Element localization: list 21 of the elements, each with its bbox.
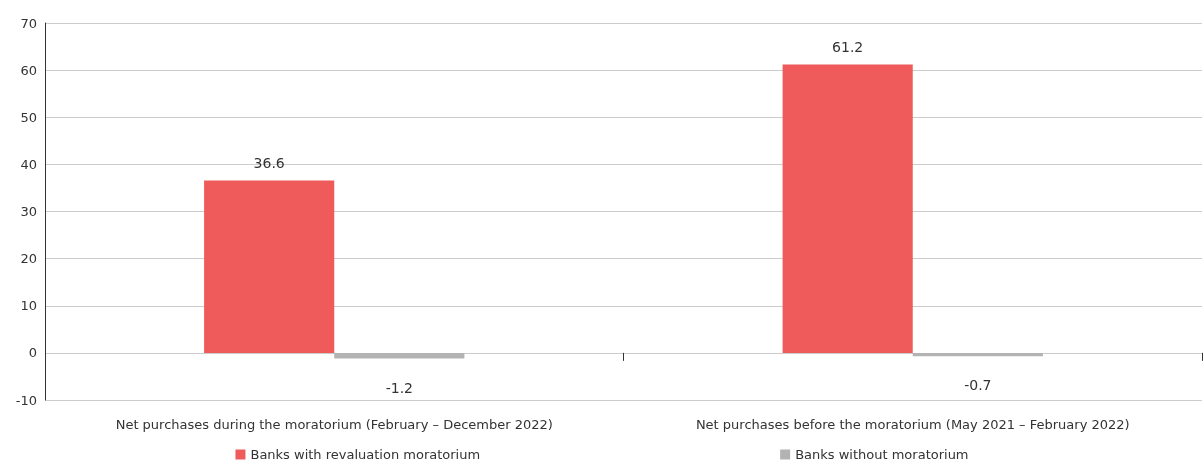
y-tick-label: 0 [28,345,37,361]
y-tick-label: 30 [20,204,37,219]
y-tick-label: 40 [20,156,37,172]
legend-label: Banks without moratorium [795,447,969,462]
data-label: -0.7 [964,377,992,394]
data-label: -1.2 [385,379,413,396]
bar [204,180,335,353]
x-tick-label: Net purchases during the moratorium (February – December 2022) [115,417,553,432]
y-tick-label: -10 [15,392,37,408]
y-tick-label: 10 [20,298,37,314]
data-label: 36.6 [253,155,285,172]
y-tick-label: 50 [20,109,37,125]
bar [912,352,1043,357]
y-tick-label: 70 [20,15,37,31]
bar [782,64,913,353]
bar [334,352,465,359]
y-tick-label: 20 [20,251,37,267]
legend-label: Banks with revaluation moratorium [250,447,481,462]
y-tick-label: 60 [20,62,37,78]
data-label: 61.2 [832,39,864,56]
x-tick-label: Net purchases before the moratorium (May 2021 – February 2022) [695,417,1130,432]
